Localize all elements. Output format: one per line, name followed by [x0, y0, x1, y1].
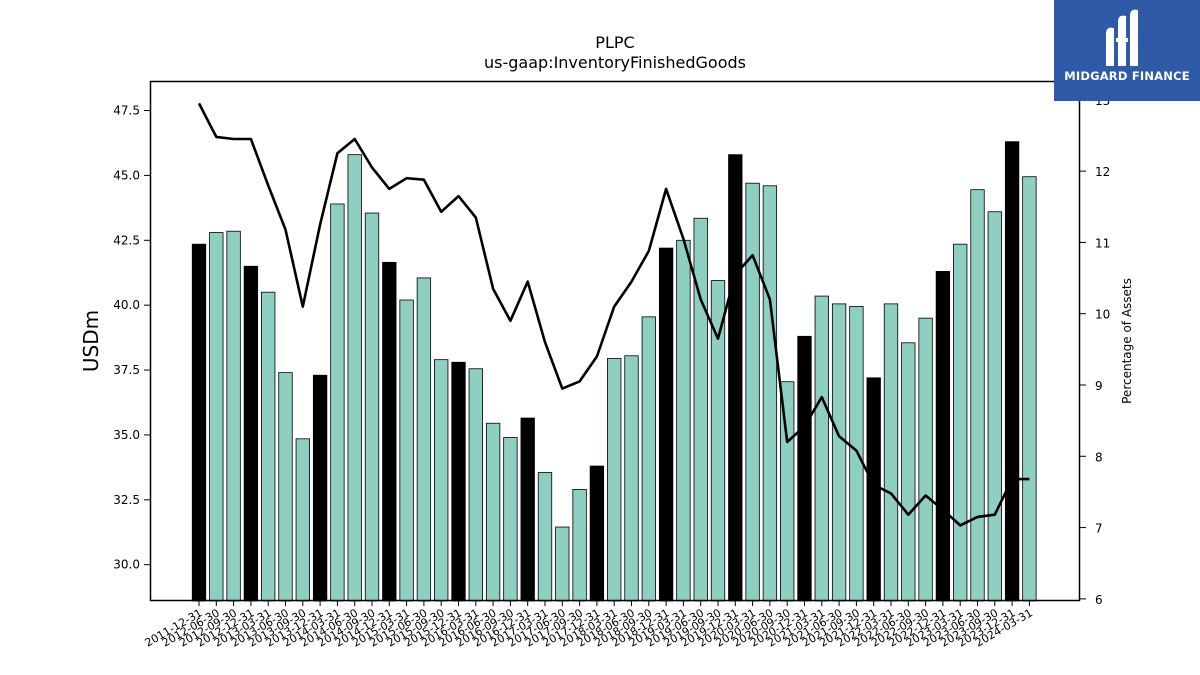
bar-2023-03-31 — [953, 243, 968, 602]
y2-tick-label: 9 — [1095, 379, 1103, 393]
bar-2013-03-31 — [261, 291, 276, 602]
y2-tick-label: 11 — [1095, 236, 1110, 250]
bar-2019-06-30 — [693, 217, 708, 602]
y-tick-label: 45.0 — [113, 168, 140, 182]
bar-2017-09-30 — [572, 489, 587, 602]
bars-group — [191, 141, 1037, 602]
y-tick-label: 47.5 — [113, 104, 140, 118]
y2-tick-label: 10 — [1095, 308, 1110, 322]
bar-2019-12-31 — [728, 154, 743, 602]
y-tick-label: 37.5 — [113, 363, 140, 377]
bar-2017-06-30 — [555, 526, 570, 602]
y2-axis-label: Percentage of Assets — [1120, 278, 1134, 404]
bar-2020-06-30 — [762, 185, 778, 602]
bar-2012-06-30 — [209, 232, 224, 602]
bar-2012-09-30 — [226, 230, 241, 602]
plot-frame — [149, 80, 1081, 602]
percentage-line — [197, 102, 1030, 527]
bar-2016-03-31 — [468, 368, 483, 602]
bar-2013-06-30 — [278, 372, 293, 602]
bar-2022-06-30 — [901, 342, 916, 602]
bar-2018-03-31 — [607, 357, 622, 602]
bar-2013-12-31 — [312, 374, 328, 602]
bar-2015-09-30 — [434, 359, 449, 602]
brand-logo: MIDGARD FINANCE — [1054, 0, 1200, 101]
bar-2017-03-31 — [537, 472, 553, 602]
bar-2021-12-31 — [866, 377, 881, 602]
logo-text: MIDGARD FINANCE — [1064, 69, 1190, 83]
bar-2012-12-31 — [243, 265, 259, 602]
y-tick-label: 35.0 — [113, 428, 140, 442]
bar-2014-09-30 — [364, 212, 380, 602]
bar-2022-03-31 — [883, 303, 899, 602]
line-group — [197, 102, 1030, 527]
bar-2023-09-30 — [987, 211, 1002, 602]
bar-2019-03-31 — [676, 239, 691, 602]
bar-2023-06-30 — [970, 189, 985, 602]
bar-2020-12-31 — [797, 335, 812, 602]
bar-2015-12-31 — [451, 361, 466, 602]
bar-2014-12-31 — [382, 261, 397, 602]
y2-tick-label: 12 — [1095, 165, 1110, 179]
y2-tick-label: 6 — [1095, 593, 1103, 607]
bar-2023-12-31 — [1004, 141, 1020, 602]
bar-2016-09-30 — [503, 437, 518, 602]
y2-axis: 678910111213 — [1080, 94, 1110, 607]
y2-tick-label: 7 — [1095, 522, 1103, 536]
bar-2020-03-31 — [745, 182, 760, 602]
bar-2017-12-31 — [589, 465, 605, 602]
bar-2018-09-30 — [641, 316, 656, 602]
y2-tick-label: 8 — [1095, 450, 1103, 464]
logo-mark-icon — [1106, 9, 1138, 67]
bar-2021-06-30 — [831, 303, 847, 602]
bar-2020-09-30 — [780, 381, 795, 602]
bar-2016-06-30 — [485, 422, 501, 602]
bar-2013-09-30 — [295, 438, 310, 602]
bar-2022-12-31 — [935, 271, 951, 602]
y-axis: 30.0 32.5 35.0 37.5 40.0 42.5 45.0 47.5 — [113, 104, 150, 572]
bar-2016-12-31 — [520, 417, 535, 602]
bar-2018-12-31 — [658, 247, 674, 602]
bar-2022-09-30 — [918, 317, 933, 602]
bar-2018-06-30 — [624, 355, 639, 602]
y-tick-label: 42.5 — [113, 233, 140, 247]
bar-2024-03-31 — [1022, 176, 1037, 602]
bar-2021-09-30 — [849, 306, 864, 602]
y-tick-label: 32.5 — [113, 493, 140, 507]
y-tick-label: 40.0 — [113, 298, 140, 312]
y-tick-label: 30.0 — [113, 558, 140, 572]
bar-2015-06-30 — [416, 277, 432, 602]
chart-subtitle: us-gaap:InventoryFinishedGoods — [484, 53, 746, 72]
bar-2021-03-31 — [814, 295, 829, 602]
bar-2011-12-31 — [191, 243, 207, 602]
bar-2014-06-30 — [347, 154, 362, 602]
y-axis-label: USDm — [79, 310, 103, 372]
chart-title: PLPC — [595, 33, 634, 52]
bar-2015-03-31 — [399, 299, 414, 602]
bar-2014-03-31 — [330, 203, 345, 602]
x-axis: 2011-12-312012-06-302012-09-302012-12-31… — [143, 601, 1035, 650]
